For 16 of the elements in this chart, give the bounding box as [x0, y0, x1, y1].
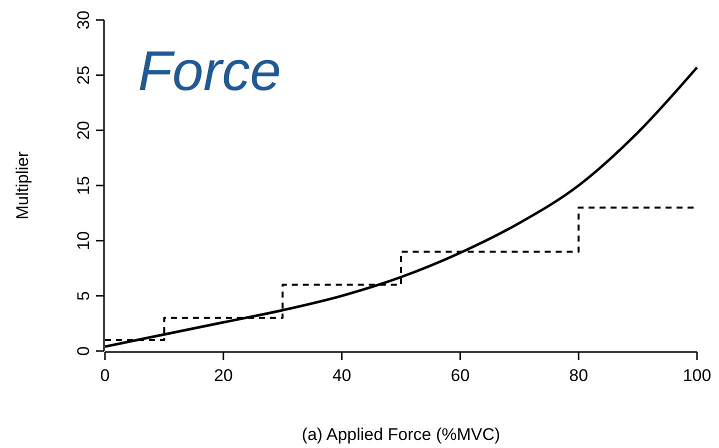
x-tick-label: 40: [332, 366, 352, 385]
y-tick-label: 30: [74, 10, 93, 30]
y-tick-label: 10: [74, 231, 93, 250]
x-tick-label: 100: [682, 366, 712, 385]
x-tick-label: 20: [214, 366, 233, 385]
y-tick-label: 20: [74, 120, 93, 140]
x-axis-title: (a) Applied Force (%MVC): [302, 425, 500, 444]
y-tick-label: 25: [74, 66, 93, 85]
chart-title: Force: [138, 39, 282, 102]
x-tick-label: 80: [569, 366, 588, 385]
x-tick-label: 60: [450, 366, 470, 385]
y-tick-label: 5: [74, 291, 93, 301]
y-tick-label: 15: [74, 176, 93, 195]
x-tick-label: 0: [100, 366, 110, 385]
y-tick-label: 0: [74, 346, 93, 356]
y-axis-title: Multiplier: [13, 151, 32, 220]
